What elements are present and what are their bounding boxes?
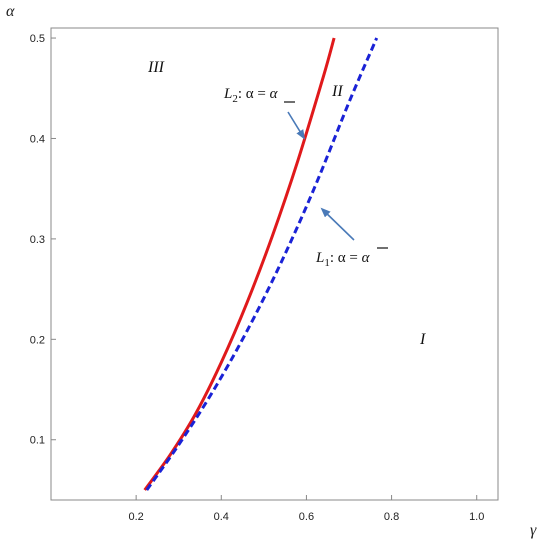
curve-label-l2-mark: α: [270, 86, 279, 102]
region-label-iii: III: [147, 59, 165, 76]
curve-label-l2-body: : α =: [238, 86, 270, 102]
curve-label-l2-sub: 2: [232, 93, 238, 105]
series-line-l1: [145, 37, 379, 491]
y-tick-label: 0.5: [30, 33, 45, 45]
x-tick-label: 0.6: [299, 511, 314, 523]
curve-label-l1: L1: α = α: [315, 247, 388, 269]
y-tick-label: 0.4: [30, 133, 45, 145]
plot-frame: [50, 27, 499, 501]
y-axis-ticks: 0.1 0.2 0.3 0.4 0.5: [30, 33, 56, 447]
x-axis-title: γ: [530, 522, 537, 539]
x-tick-label: 0.8: [384, 511, 399, 523]
curve-label-l2: L2: α = α: [223, 86, 295, 105]
x-tick-label: 0.2: [128, 511, 143, 523]
curve-label-l1-mark: α: [362, 250, 371, 266]
arrow-to-l1: [320, 207, 355, 241]
curve-label-l1-head: L: [315, 250, 324, 266]
curve-label-l2-head: L: [223, 86, 232, 102]
series-line-l2: [143, 37, 336, 491]
x-tick-label: 0.4: [214, 511, 229, 523]
series-layer: [143, 37, 379, 491]
curve-label-l1-sub: 1: [324, 257, 330, 269]
arrow-to-l2: [287, 111, 306, 140]
svg-text:L2: α = α: L2: α = α: [223, 86, 279, 105]
y-tick-label: 0.2: [30, 334, 45, 346]
svg-text:L1: α = α: L1: α = α: [315, 250, 371, 269]
region-label-i: I: [419, 331, 426, 348]
y-axis-title: α: [6, 3, 15, 20]
y-tick-label: 0.1: [30, 435, 45, 447]
y-tick-label: 0.3: [30, 234, 45, 246]
curve-label-l1-body: : α =: [330, 250, 362, 266]
x-tick-label: 1.0: [469, 511, 484, 523]
region-label-ii: II: [331, 83, 343, 100]
x-axis-ticks: 0.2 0.4 0.6 0.8 1.0: [128, 495, 484, 523]
